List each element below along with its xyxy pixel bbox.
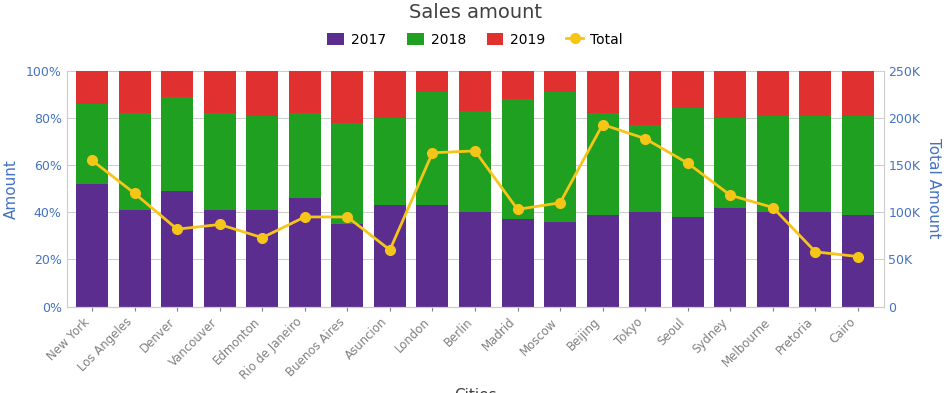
Bar	[246, 116, 278, 210]
Bar	[672, 71, 704, 108]
Bar	[714, 208, 747, 307]
Total	[427, 151, 438, 155]
Total	[512, 207, 523, 212]
Bar	[162, 97, 193, 191]
Total	[555, 200, 566, 205]
Bar	[374, 71, 406, 118]
Total	[725, 193, 736, 198]
Title: Sales amount: Sales amount	[408, 3, 542, 22]
Bar	[587, 215, 618, 307]
Bar	[374, 118, 406, 205]
Total	[299, 215, 311, 219]
Total	[129, 191, 141, 196]
Bar	[289, 113, 321, 198]
Total	[852, 254, 864, 259]
Bar	[459, 111, 491, 212]
X-axis label: Cities: Cities	[454, 388, 496, 393]
Total	[809, 250, 821, 254]
Bar	[587, 113, 618, 215]
Bar	[246, 71, 278, 116]
Bar	[76, 184, 108, 307]
Bar	[119, 71, 150, 113]
Bar	[203, 71, 236, 113]
Bar	[757, 71, 788, 116]
Y-axis label: Amount: Amount	[4, 159, 19, 219]
Bar	[416, 92, 448, 205]
Bar	[76, 104, 108, 184]
Bar	[76, 71, 108, 104]
Bar	[842, 215, 874, 307]
Bar	[119, 210, 150, 307]
Bar	[246, 210, 278, 307]
Total	[86, 158, 98, 163]
Bar	[289, 198, 321, 307]
Bar	[629, 71, 661, 125]
Total	[256, 235, 268, 240]
Bar	[800, 212, 831, 307]
Bar	[800, 71, 831, 116]
Bar	[800, 116, 831, 212]
Bar	[672, 108, 704, 217]
Bar	[374, 205, 406, 307]
Bar	[629, 212, 661, 307]
Bar	[544, 71, 576, 92]
Bar	[502, 99, 534, 219]
Total	[639, 136, 651, 141]
Bar	[714, 118, 747, 208]
Bar	[416, 71, 448, 92]
Bar	[332, 123, 363, 224]
Bar	[162, 71, 193, 97]
Bar	[544, 222, 576, 307]
Total	[214, 222, 225, 227]
Bar	[544, 92, 576, 222]
Bar	[203, 210, 236, 307]
Bar	[162, 191, 193, 307]
Bar	[459, 71, 491, 111]
Bar	[416, 205, 448, 307]
Total	[171, 227, 182, 231]
Bar	[757, 212, 788, 307]
Bar	[119, 113, 150, 210]
Total	[342, 215, 353, 219]
Bar	[332, 71, 363, 123]
Bar	[842, 116, 874, 215]
Bar	[714, 71, 747, 118]
Total	[682, 161, 694, 165]
Bar	[459, 212, 491, 307]
Bar	[672, 217, 704, 307]
Total	[597, 122, 608, 127]
Bar	[289, 71, 321, 113]
Total	[469, 149, 481, 153]
Line: Total: Total	[87, 119, 863, 261]
Bar	[502, 219, 534, 307]
Bar	[502, 71, 534, 99]
Bar	[757, 116, 788, 212]
Bar	[842, 71, 874, 116]
Bar	[629, 125, 661, 212]
Total	[384, 248, 395, 252]
Legend: 2017, 2018, 2019, Total: 2017, 2018, 2019, Total	[320, 26, 630, 54]
Bar	[332, 224, 363, 307]
Bar	[587, 71, 618, 113]
Total	[768, 205, 779, 210]
Y-axis label: Total Amount: Total Amount	[926, 138, 941, 239]
Bar	[203, 113, 236, 210]
